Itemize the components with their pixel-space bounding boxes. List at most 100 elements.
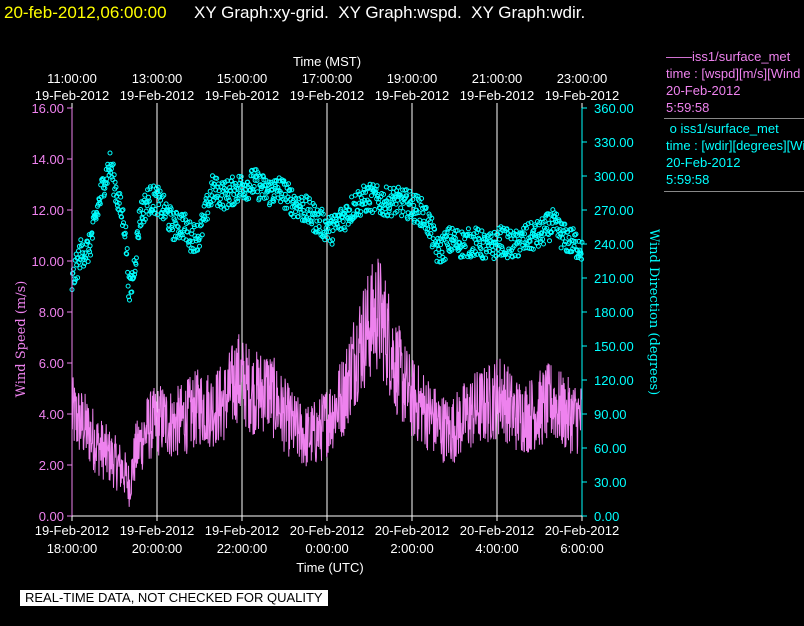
bottom-tick-time: 0:00:00: [305, 541, 348, 556]
wind-direction-point: [75, 275, 81, 281]
legend-wdir-time: 5:59:58: [666, 172, 710, 187]
wind-direction-point: [85, 239, 91, 245]
wind-direction-point: [410, 192, 416, 198]
wind-direction-point: [154, 212, 160, 218]
wind-direction-point: [316, 224, 322, 229]
legend-wspd-time: 5:59:58: [666, 100, 710, 115]
wind-direction-point: [273, 183, 278, 189]
legend-wind-speed: ——iss1/surface_met time : [wspd][m/s][Wi…: [666, 48, 804, 116]
wind-direction-point: [87, 243, 93, 249]
wind-direction-point: [94, 211, 100, 217]
wind-direction-point: [537, 236, 543, 242]
wind-direction-point: [374, 196, 380, 202]
wind-direction-point: [347, 207, 353, 213]
wind-direction-point: [572, 232, 578, 238]
wind-direction-point: [560, 231, 566, 237]
wind-direction-point: [72, 279, 78, 285]
top-tick-date: 19-Feb-2012: [205, 88, 279, 103]
wind-direction-point: [157, 188, 163, 194]
right-tick-label: 150.00: [594, 339, 634, 354]
wind-direction-point: [146, 194, 151, 200]
wind-direction-point: [532, 224, 538, 230]
wind-direction-point: [360, 202, 366, 207]
wind-speed-line: [71, 258, 583, 507]
wind-direction-point: [111, 192, 117, 198]
wind-direction-point: [479, 228, 485, 234]
left-axis-label: Wind Speed (m/s): [14, 281, 29, 398]
wind-direction-point: [558, 245, 564, 251]
wind-direction-point: [293, 195, 299, 201]
wind-direction-point: [315, 212, 321, 218]
wind-direction-point: [163, 201, 169, 207]
wind-direction-point: [182, 226, 188, 232]
wind-direction-point: [363, 189, 368, 195]
wind-direction-point: [562, 221, 568, 227]
wind-direction-point: [362, 197, 368, 203]
wind-direction-point: [191, 224, 197, 230]
wind-direction-point: [369, 193, 374, 199]
wind-direction-point: [274, 177, 279, 183]
wind-direction-point: [525, 221, 531, 227]
wind-direction-point: [439, 249, 445, 255]
wind-direction-point: [205, 210, 211, 216]
wind-direction-point: [576, 238, 582, 244]
wind-direction-point: [307, 207, 313, 213]
wind-direction-point: [404, 193, 410, 199]
wind-direction-point: [537, 220, 543, 225]
wind-direction-point: [484, 249, 489, 255]
legend-separator: [664, 191, 804, 192]
wind-direction-point: [116, 200, 122, 206]
wind-direction-point: [197, 243, 202, 249]
wind-direction-point: [566, 234, 572, 240]
wind-direction-point: [465, 231, 470, 237]
left-tick-label: 2.00: [39, 458, 64, 473]
wind-direction-point: [90, 219, 96, 225]
wind-direction-point: [435, 235, 441, 241]
wind-direction-point: [570, 226, 576, 232]
wind-direction-point: [536, 222, 542, 228]
wind-direction-point: [137, 223, 143, 229]
wind-direction-point: [395, 184, 401, 190]
wind-direction-point: [317, 218, 323, 224]
wind-direction-point: [541, 241, 546, 247]
wind-direction-point: [330, 237, 336, 243]
wind-direction-point: [229, 174, 235, 180]
wind-direction-point: [98, 194, 104, 200]
wind-direction-point: [487, 231, 493, 237]
wind-direction-point: [161, 192, 167, 198]
wind-direction-point: [388, 213, 394, 219]
wind-direction-point: [199, 232, 205, 238]
left-tick-label: 0.00: [39, 509, 64, 524]
bottom-tick-time: 22:00:00: [217, 541, 268, 556]
wind-direction-point: [340, 219, 346, 224]
wind-direction-point: [112, 179, 118, 185]
wind-direction-point: [142, 216, 148, 222]
wind-direction-point: [207, 188, 213, 194]
wind-direction-point: [168, 206, 174, 212]
wind-direction-point: [133, 255, 139, 261]
wind-direction-point: [119, 214, 125, 220]
wind-direction-point: [516, 253, 521, 259]
wind-direction-point: [557, 234, 563, 240]
wind-direction-point: [516, 240, 522, 246]
left-tick-label: 14.00: [31, 152, 64, 167]
left-axis-ticks: 0.00 2.00 4.00 6.00 8.00 10.00 12.00 14.00 16.00: [31, 101, 72, 524]
wind-direction-point: [156, 202, 162, 208]
left-tick-label: 12.00: [31, 203, 64, 218]
wind-direction-point: [314, 218, 320, 224]
wind-direction-point: [113, 184, 119, 190]
wind-direction-point: [372, 207, 378, 212]
wind-direction-point: [303, 193, 309, 199]
wind-direction-point: [111, 172, 117, 178]
wind-direction-point: [132, 272, 138, 277]
wind-direction-point: [429, 215, 435, 221]
wind-direction-point: [231, 201, 237, 207]
wind-speed-series: [71, 258, 583, 507]
wind-direction-point: [381, 191, 387, 197]
wind-direction-point: [223, 190, 228, 196]
wind-direction-point: [198, 222, 204, 228]
wind-direction-point: [88, 252, 93, 258]
wind-direction-point: [119, 208, 125, 214]
wind-direction-point: [282, 191, 288, 197]
wind-direction-point: [342, 227, 348, 233]
